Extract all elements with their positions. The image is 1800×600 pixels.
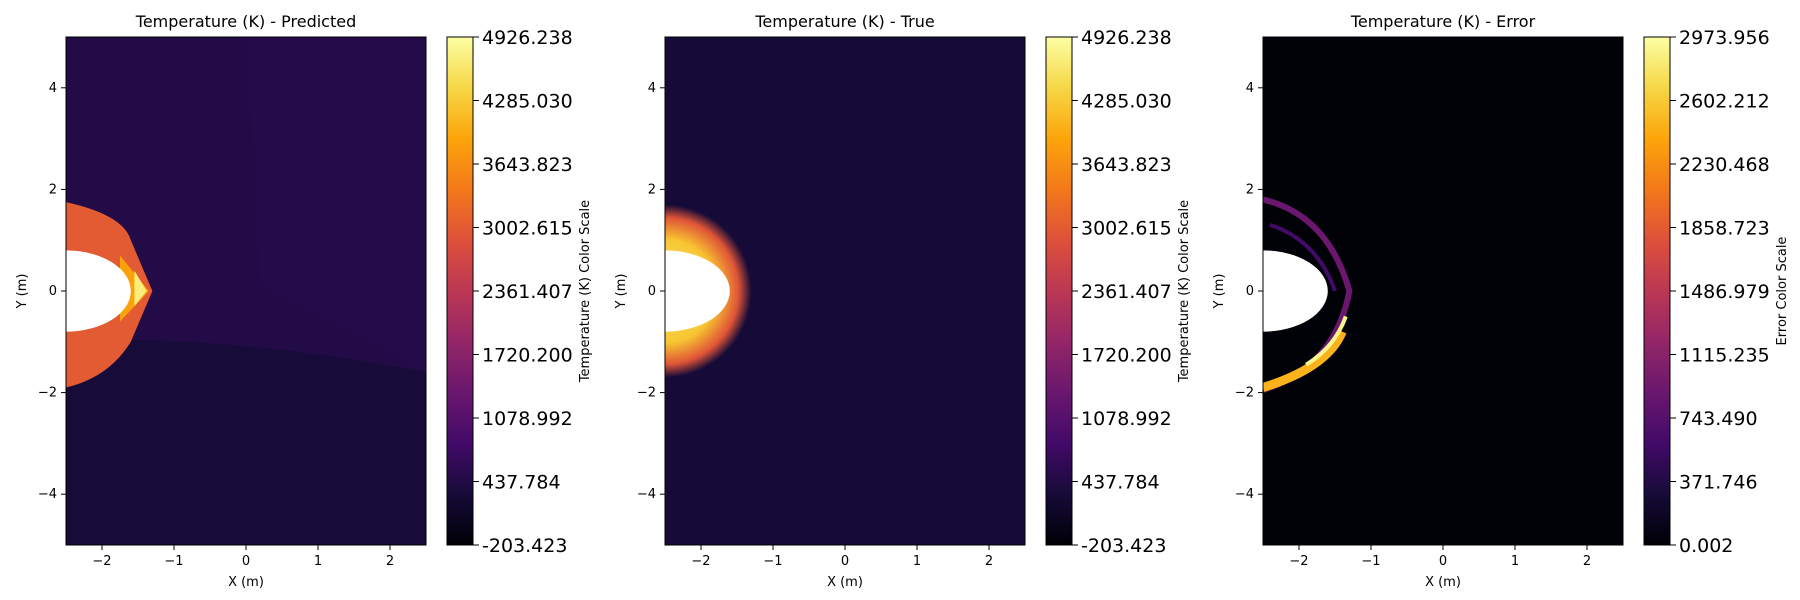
x-tick-label: 2 [985, 554, 993, 569]
y-axis-label: Y (m) [15, 274, 30, 310]
colorbar-tick-label: 1078.992 [482, 408, 573, 430]
y-tick-label: 0 [648, 284, 656, 299]
x-tick-label: −2 [92, 554, 111, 569]
colorbar-tick-label: 2361.407 [482, 281, 573, 303]
heatmap-field [1263, 37, 1623, 545]
body-cutout [66, 250, 131, 332]
panel-1: Temperature (K) - Predicted −2 −1 0 1 2 −4 −2 0 2… [15, 12, 593, 590]
colorbar-tick-label: 1115.235 [1679, 345, 1770, 367]
colorbar-tick-label: 3643.823 [1081, 154, 1172, 176]
colorbar-tick-label: 1720.200 [1081, 345, 1172, 367]
colorbar [1643, 36, 1671, 546]
colorbar-tick-label: 1078.992 [1081, 408, 1172, 430]
x-tick-label: 1 [1511, 554, 1519, 569]
chart-title: Temperature (K) - Error [1350, 12, 1536, 31]
colorbar-tick-label: 4926.238 [1081, 27, 1172, 49]
x-tick-label: 0 [1439, 554, 1447, 569]
y-tick-label: −2 [637, 386, 656, 401]
body-cutout [665, 250, 730, 332]
shock-front-peak [134, 270, 147, 307]
y-tick-label: 2 [648, 182, 656, 197]
x-tick-label: −2 [1289, 554, 1308, 569]
colorbar-tick-label: -203.423 [482, 535, 567, 557]
colorbar [446, 36, 474, 546]
colorbar-tick-label: 4285.030 [482, 91, 573, 113]
colorbar-tick-label: 3002.615 [482, 218, 573, 240]
colorbar-tick-label: 3643.823 [482, 154, 573, 176]
chart-title: Temperature (K) - True [754, 12, 934, 31]
x-axis-label: X (m) [1425, 575, 1461, 590]
x-tick-label: −1 [164, 554, 183, 569]
colorbar-tick-label: 2973.956 [1679, 27, 1770, 49]
x-tick-label: 0 [242, 554, 250, 569]
colorbar-tick-label: 1720.200 [482, 345, 573, 367]
chart-title: Temperature (K) - Predicted [135, 12, 356, 31]
y-tick-label: −4 [38, 487, 57, 502]
colorbar-label: Temperature (K) Color Scale [1177, 200, 1192, 383]
heatmap-field [665, 37, 1025, 545]
colorbar-label: Temperature (K) Color Scale [578, 200, 593, 383]
x-tick-label: −1 [1361, 554, 1380, 569]
colorbar-label: Error Color Scale [1775, 237, 1790, 346]
colorbar-tick-label: 0.002 [1679, 535, 1733, 557]
x-tick-label: 1 [913, 554, 921, 569]
x-tick-label: 0 [841, 554, 849, 569]
colorbar-tick-label: 743.490 [1679, 408, 1758, 430]
y-tick-label: −2 [1235, 386, 1254, 401]
x-axis-label: X (m) [228, 575, 264, 590]
error-peak [1305, 315, 1348, 367]
colorbar-tick-label: 4926.238 [482, 27, 573, 49]
x-tick-label: 1 [314, 554, 322, 569]
y-axis-label: Y (m) [614, 274, 629, 310]
colorbar-tick-label: 2602.212 [1679, 91, 1770, 113]
background-lower [66, 339, 426, 545]
error-band-upper [1269, 223, 1337, 292]
y-tick-label: −4 [637, 487, 656, 502]
y-axis-label: Y (m) [1212, 274, 1227, 310]
colorbar-tick-label: 371.746 [1679, 472, 1758, 494]
y-tick-label: 4 [49, 81, 57, 96]
colorbar-tick-label: 3002.615 [1081, 218, 1172, 240]
x-tick-label: −1 [763, 554, 782, 569]
y-tick-label: −2 [38, 386, 57, 401]
y-tick-label: −4 [1235, 487, 1254, 502]
heatmap-field [66, 37, 426, 545]
body-cutout [1263, 250, 1328, 332]
colorbar-tick-label: 437.784 [1081, 472, 1160, 494]
error-band-max [1263, 329, 1347, 392]
colorbar-tick-label: -203.423 [1081, 535, 1166, 557]
panel-2: Temperature (K) - True −2 −1 0 1 2 −4 −2 0 2 4 X (m… [614, 12, 1192, 590]
background-wake [246, 37, 426, 373]
colorbar-tick-label: 2230.468 [1679, 154, 1770, 176]
y-tick-label: 2 [49, 182, 57, 197]
colorbar-tick-label: 437.784 [482, 472, 561, 494]
x-tick-label: 2 [386, 554, 394, 569]
colorbar-tick-label: 2361.407 [1081, 281, 1172, 303]
panel-3: Temperature (K) - Error −2 −1 0 1 2 −4 −2 0 2 4 X (… [1212, 12, 1790, 590]
y-tick-label: 4 [648, 81, 656, 96]
y-tick-label: 4 [1246, 81, 1254, 96]
colorbar-tick-label: 1858.723 [1679, 218, 1770, 240]
colorbar-tick-label: 1486.979 [1679, 281, 1770, 303]
y-tick-label: 0 [49, 284, 57, 299]
colorbar [1045, 36, 1073, 546]
x-tick-label: 2 [1583, 554, 1591, 569]
colorbar-tick-label: 4285.030 [1081, 91, 1172, 113]
y-tick-label: 0 [1246, 284, 1254, 299]
x-tick-label: −2 [691, 554, 710, 569]
x-axis-label: X (m) [827, 575, 863, 590]
y-tick-label: 2 [1246, 182, 1254, 197]
